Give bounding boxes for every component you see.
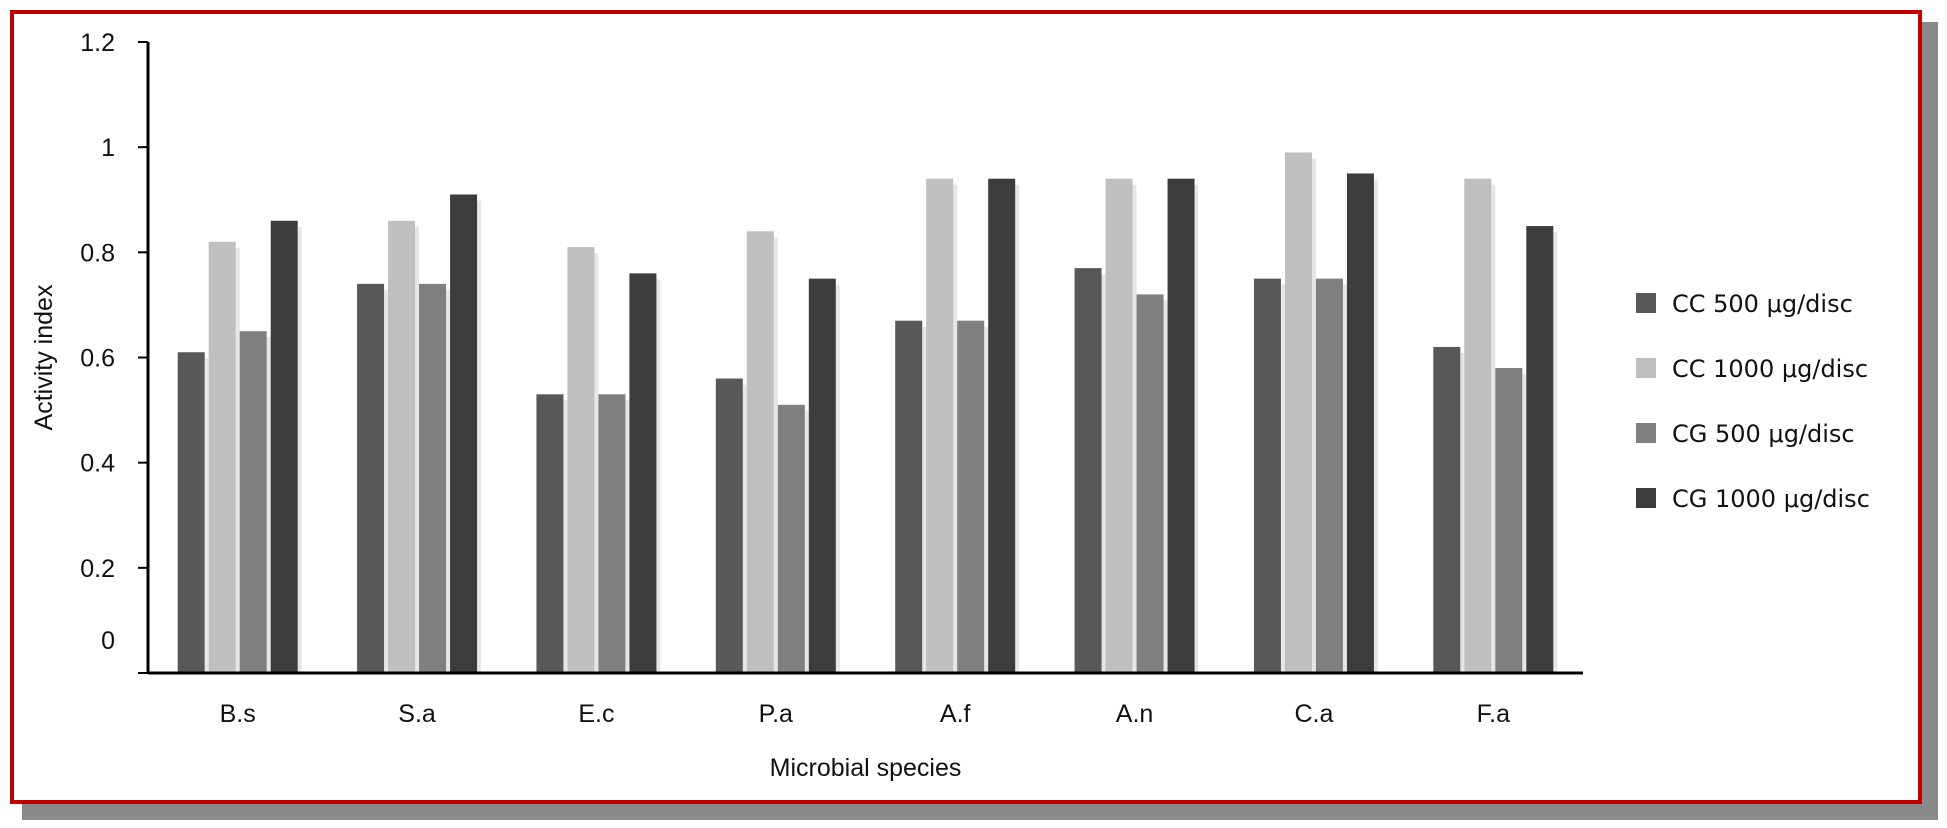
x-tick-label: E.c: [578, 700, 614, 728]
bar-shadow: [625, 400, 630, 673]
y-tick-label: 1: [101, 134, 115, 162]
bar-an-series-4: [1167, 178, 1195, 673]
bar-shadow: [953, 184, 958, 673]
bar-shadow: [235, 247, 240, 674]
legend-swatch: [1636, 423, 1656, 443]
bar-pa-series-2: [746, 231, 774, 674]
bar-bs-series-1: [177, 352, 205, 673]
legend: CC 500 μg/disc CC 1000 μg/disc CG 500 μg/d…: [1636, 290, 1870, 513]
bars-layer: [177, 152, 1558, 674]
bar-shadow: [742, 384, 747, 673]
x-tick-label: S.a: [398, 700, 436, 728]
bar-sa-series-2: [388, 220, 416, 674]
bar-shadow: [594, 253, 599, 673]
bar-shadow: [835, 284, 840, 673]
bar-af-series-1: [895, 320, 923, 673]
bar-shadow: [1522, 374, 1527, 673]
x-tick-label: P.a: [759, 700, 793, 728]
bar-shadow: [1311, 158, 1316, 674]
bar-af-series-4: [988, 178, 1016, 673]
x-tick-label: A.n: [1116, 700, 1154, 728]
bar-shadow: [1163, 300, 1168, 673]
bar-fa-series-3: [1495, 368, 1523, 673]
y-axis-title: Activity index: [30, 284, 58, 430]
bar-shadow: [984, 326, 989, 673]
bar-shadow: [384, 289, 389, 673]
y-tick-label: 0.6: [80, 345, 115, 373]
bar-shadow: [204, 358, 209, 673]
bar-an-series-3: [1136, 294, 1164, 673]
bar-shadow: [563, 400, 568, 673]
bar-fa-series-1: [1433, 346, 1461, 673]
legend-swatch: [1636, 358, 1656, 378]
legend-label: CC 500 μg/disc: [1672, 290, 1853, 318]
bar-shadow: [804, 410, 809, 673]
bar-shadow: [446, 289, 451, 673]
bar-pa-series-4: [808, 278, 836, 673]
x-ticks: B.s S.a E.c P.a A.f A.n C.a F.a: [220, 700, 1510, 728]
x-axis-title: Microbial species: [770, 754, 962, 782]
bar-an-series-2: [1105, 178, 1133, 673]
bar-an-series-1: [1074, 268, 1102, 673]
legend-label: CG 1000 μg/disc: [1672, 485, 1870, 513]
legend-label: CC 1000 μg/disc: [1672, 355, 1868, 383]
y-tick-label: 1.2: [80, 29, 115, 57]
bar-shadow: [1373, 179, 1378, 674]
bar-pa-series-3: [777, 404, 805, 673]
bar-shadow: [266, 337, 271, 673]
bar-bs-series-3: [239, 331, 267, 673]
bar-ec-series-4: [629, 273, 657, 673]
bar-ca-series-2: [1284, 152, 1312, 674]
y-tick-label: 0.4: [80, 450, 115, 478]
bar-sa-series-3: [419, 283, 447, 673]
bar-ec-series-1: [536, 394, 564, 673]
legend-label: CG 500 μg/disc: [1672, 420, 1855, 448]
bar-fa-series-4: [1526, 226, 1554, 673]
bar-shadow: [297, 226, 302, 674]
bar-af-series-3: [957, 320, 985, 673]
bar-bs-series-4: [270, 220, 298, 674]
bar-shadow: [1194, 184, 1199, 673]
bar-shadow: [1553, 232, 1558, 673]
bar-fa-series-2: [1464, 178, 1492, 673]
bar-pa-series-1: [715, 378, 743, 673]
y-ticks: 0 0.2 0.4 0.6 0.8 1 1.2: [80, 29, 148, 674]
bar-shadow: [773, 237, 778, 674]
bar-shadow: [1342, 284, 1347, 673]
bar-af-series-2: [926, 178, 954, 673]
bar-shadow: [1460, 352, 1465, 673]
bar-shadow: [1132, 184, 1137, 673]
legend-swatch: [1636, 488, 1656, 508]
bar-ec-series-2: [567, 247, 595, 673]
bar-ec-series-3: [598, 394, 626, 673]
bar-sa-series-4: [450, 194, 478, 673]
y-tick-label: 0.2: [80, 555, 115, 583]
x-tick-label: B.s: [220, 700, 256, 728]
bar-shadow: [1015, 184, 1020, 673]
x-tick-label: C.a: [1294, 700, 1333, 728]
bar-ca-series-1: [1253, 278, 1281, 673]
bar-sa-series-1: [357, 283, 385, 673]
bar-shadow: [1280, 284, 1285, 673]
bar-shadow: [415, 226, 420, 674]
bar-shadow: [1101, 274, 1106, 673]
bar-shadow: [477, 200, 482, 673]
bar-shadow: [922, 326, 927, 673]
bar-shadow: [1491, 184, 1496, 673]
y-tick-label: 0.8: [80, 239, 115, 267]
bar-bs-series-2: [208, 241, 236, 674]
y-tick-label: 0: [101, 627, 115, 655]
bar-ca-series-4: [1346, 173, 1374, 674]
x-tick-label: F.a: [1477, 700, 1510, 728]
bar-ca-series-3: [1315, 278, 1343, 673]
x-tick-label: A.f: [940, 700, 971, 728]
legend-swatch: [1636, 293, 1656, 313]
bar-shadow: [656, 279, 661, 673]
